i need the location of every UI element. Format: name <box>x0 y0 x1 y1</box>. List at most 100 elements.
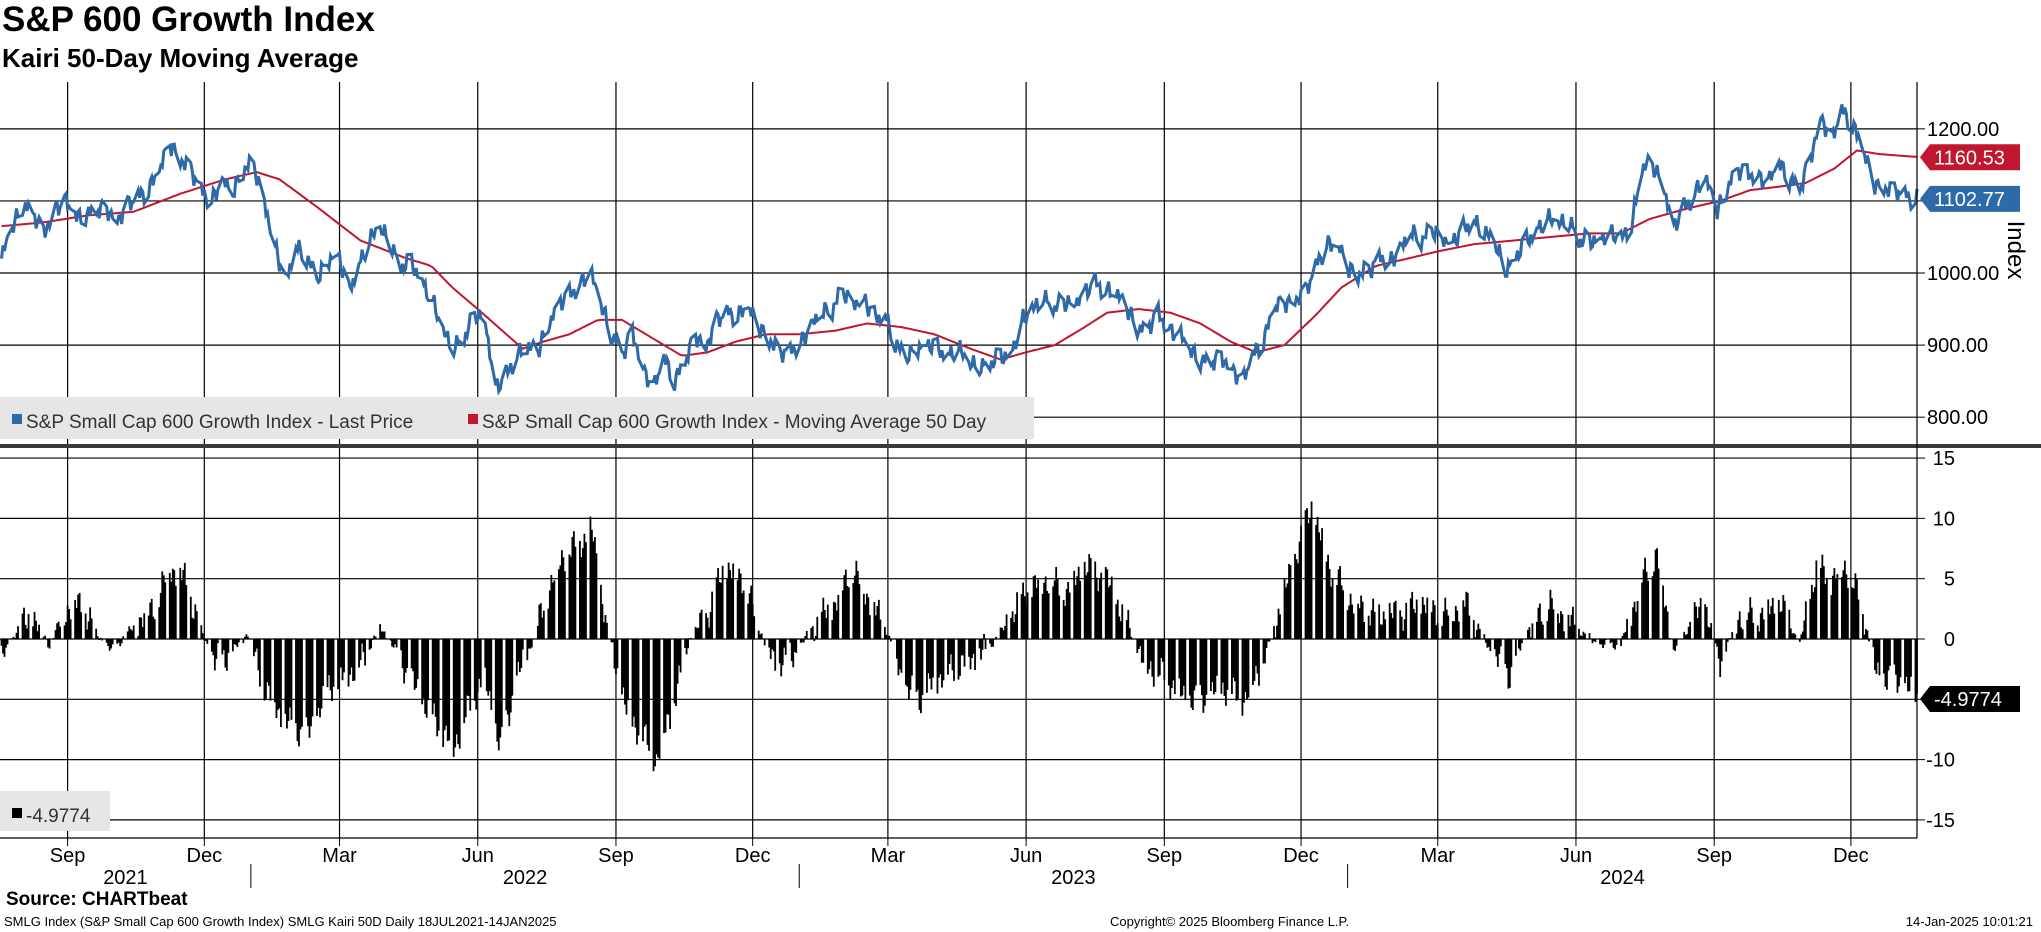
kairi-bar <box>479 638 482 688</box>
kairi-bar <box>1411 591 1414 639</box>
kairi-bar <box>1340 585 1343 639</box>
kairi-bar <box>464 638 467 718</box>
kairi-bar <box>1146 638 1149 674</box>
kairi-bar <box>1188 638 1191 696</box>
kairi-bar <box>1898 638 1900 687</box>
kairi-bar <box>594 537 596 639</box>
kairi-bar <box>1560 611 1562 639</box>
kairi-bar <box>1223 638 1226 696</box>
kairi-bar <box>206 638 209 644</box>
kairi-bar <box>697 627 700 639</box>
kairi-bar <box>1904 638 1906 684</box>
kairi-bar <box>1895 638 1897 675</box>
kairi-bar <box>413 638 416 690</box>
kairi-bar <box>319 638 321 718</box>
kairi-value-tag-shape <box>1920 686 2020 713</box>
year-tick-label: 2022 <box>503 867 548 889</box>
source-note: Source: CHARTbeat <box>6 889 188 910</box>
kairi-bar <box>1295 559 1298 639</box>
kairi-bar <box>168 572 171 639</box>
kairi-bar <box>583 533 586 639</box>
kairi-bar <box>1863 634 1866 639</box>
kairi-value-tag-label: -4.9774 <box>1934 689 2002 711</box>
kairi-bar <box>337 638 339 690</box>
kairi-bar <box>1794 634 1797 639</box>
kairi-bar <box>401 638 404 669</box>
kairi-bar <box>687 638 689 649</box>
kairi-bar <box>541 617 544 639</box>
kairi-bar <box>1833 568 1836 639</box>
kairi-bar <box>1316 516 1319 639</box>
kairi-bar <box>1255 638 1257 666</box>
month-tick-label: Mar <box>322 845 357 867</box>
kairi-bar <box>455 638 458 735</box>
kairi-bar <box>1031 597 1034 639</box>
kairi-bar <box>1067 582 1070 639</box>
kairi-bar <box>446 638 449 742</box>
kairi-bar <box>1584 633 1586 639</box>
kairi-bar <box>1026 592 1029 639</box>
kairi-bar <box>74 600 77 639</box>
kairi-bar <box>968 638 970 657</box>
kairi-bar <box>1893 638 1896 665</box>
kairi-bar <box>858 584 861 639</box>
kairi-bar <box>361 638 363 644</box>
kairi-bar <box>960 638 963 656</box>
legend-swatch-kairi <box>12 808 22 818</box>
kairi-bar <box>957 638 960 680</box>
kairi-bar <box>784 638 787 655</box>
kairi-bar <box>801 638 804 643</box>
kairi-bar <box>1243 638 1245 703</box>
kairi-bar <box>1747 612 1750 639</box>
kairi-bar <box>993 638 996 640</box>
kairi-bar <box>1184 638 1187 700</box>
kairi-bar <box>742 590 745 639</box>
kairi-bar <box>930 638 933 690</box>
kairi-bar <box>1651 576 1654 639</box>
month-tick-label: Jun <box>1560 845 1592 867</box>
kairi-bar <box>822 597 825 639</box>
kairi-bar <box>1773 613 1776 639</box>
kairi-bar <box>1151 638 1154 677</box>
kairi-bar <box>1351 604 1354 639</box>
kairi-tick-label: 15 <box>1933 448 1955 470</box>
kairi-bar <box>536 625 539 639</box>
kairi-bar <box>1094 561 1097 639</box>
kairi-bar <box>69 619 72 639</box>
kairi-bar <box>705 613 708 639</box>
kairi-bar <box>778 638 781 664</box>
kairi-bar <box>741 593 744 639</box>
kairi-bar <box>1352 613 1355 639</box>
kairi-bar <box>1319 540 1322 639</box>
kairi-bar <box>374 636 377 639</box>
kairi-bar <box>1104 566 1107 639</box>
kairi-bar <box>1548 609 1550 639</box>
kairi-bar <box>1633 601 1636 639</box>
kairi-bar <box>610 638 613 643</box>
kairi-bar <box>434 638 437 717</box>
kairi-bar <box>969 638 972 670</box>
kairi-bar <box>310 638 312 727</box>
kairi-bar <box>1729 638 1732 639</box>
kairi-bar <box>33 611 36 639</box>
kairi-bar <box>1830 595 1833 639</box>
kairi-bar <box>431 638 434 715</box>
kairi-bar <box>68 608 71 639</box>
kairi-bar <box>908 638 910 700</box>
kairi-bar <box>520 638 523 668</box>
kairi-bar <box>823 609 826 639</box>
kairi-bar <box>1214 638 1217 693</box>
kairi-bar <box>1886 638 1888 690</box>
last-price-line <box>0 104 1919 396</box>
kairi-bar <box>119 638 122 647</box>
kairi-bar <box>1237 638 1239 700</box>
kairi-bar <box>379 624 381 639</box>
kairi-bar <box>750 585 753 639</box>
kairi-bar <box>1046 591 1049 639</box>
kairi-bar <box>918 638 921 710</box>
kairi-bar <box>753 616 756 639</box>
kairi-bar <box>1170 638 1173 689</box>
kairi-bar <box>793 638 796 652</box>
kairi-bar <box>867 597 870 639</box>
kairi-bar <box>571 536 574 639</box>
